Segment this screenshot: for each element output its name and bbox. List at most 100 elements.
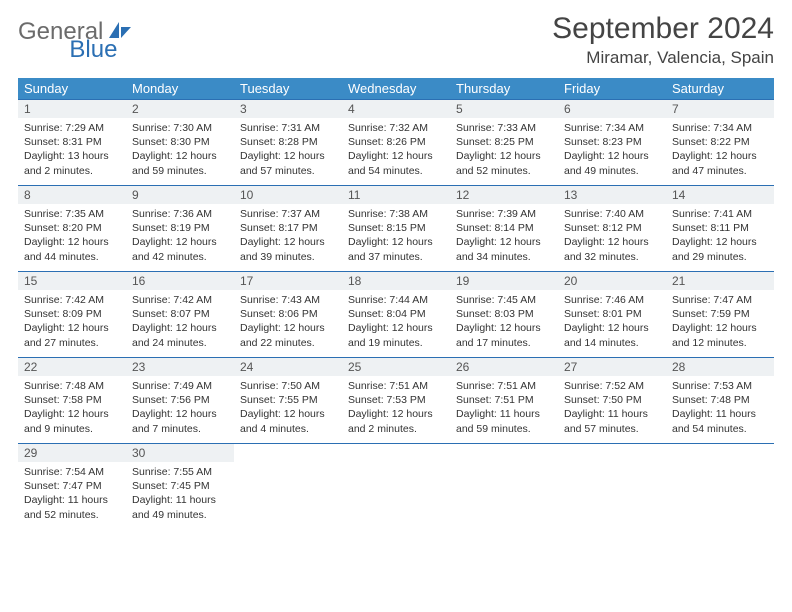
day-number: 6 xyxy=(558,100,666,118)
day-details: Sunrise: 7:53 AMSunset: 7:48 PMDaylight:… xyxy=(666,376,774,440)
day-number: 15 xyxy=(18,272,126,290)
day-details: Sunrise: 7:54 AMSunset: 7:47 PMDaylight:… xyxy=(18,462,126,526)
calendar-cell: 25Sunrise: 7:51 AMSunset: 7:53 PMDayligh… xyxy=(342,358,450,444)
calendar-cell: 1Sunrise: 7:29 AMSunset: 8:31 PMDaylight… xyxy=(18,100,126,186)
calendar-cell: 9Sunrise: 7:36 AMSunset: 8:19 PMDaylight… xyxy=(126,186,234,272)
location: Miramar, Valencia, Spain xyxy=(552,48,774,68)
day-details: Sunrise: 7:33 AMSunset: 8:25 PMDaylight:… xyxy=(450,118,558,182)
day-number: 30 xyxy=(126,444,234,462)
calendar-cell xyxy=(450,444,558,530)
calendar-cell: 12Sunrise: 7:39 AMSunset: 8:14 PMDayligh… xyxy=(450,186,558,272)
calendar-cell xyxy=(342,444,450,530)
day-number: 7 xyxy=(666,100,774,118)
day-details: Sunrise: 7:32 AMSunset: 8:26 PMDaylight:… xyxy=(342,118,450,182)
calendar-cell: 28Sunrise: 7:53 AMSunset: 7:48 PMDayligh… xyxy=(666,358,774,444)
calendar-cell: 21Sunrise: 7:47 AMSunset: 7:59 PMDayligh… xyxy=(666,272,774,358)
day-number: 14 xyxy=(666,186,774,204)
day-details: Sunrise: 7:42 AMSunset: 8:07 PMDaylight:… xyxy=(126,290,234,354)
day-details: Sunrise: 7:45 AMSunset: 8:03 PMDaylight:… xyxy=(450,290,558,354)
calendar-cell: 6Sunrise: 7:34 AMSunset: 8:23 PMDaylight… xyxy=(558,100,666,186)
day-number: 8 xyxy=(18,186,126,204)
day-details: Sunrise: 7:51 AMSunset: 7:53 PMDaylight:… xyxy=(342,376,450,440)
day-details: Sunrise: 7:44 AMSunset: 8:04 PMDaylight:… xyxy=(342,290,450,354)
day-number: 20 xyxy=(558,272,666,290)
day-number: 23 xyxy=(126,358,234,376)
day-number: 28 xyxy=(666,358,774,376)
day-number: 26 xyxy=(450,358,558,376)
calendar-cell: 13Sunrise: 7:40 AMSunset: 8:12 PMDayligh… xyxy=(558,186,666,272)
day-details: Sunrise: 7:30 AMSunset: 8:30 PMDaylight:… xyxy=(126,118,234,182)
day-number: 1 xyxy=(18,100,126,118)
day-details: Sunrise: 7:55 AMSunset: 7:45 PMDaylight:… xyxy=(126,462,234,526)
calendar-cell: 15Sunrise: 7:42 AMSunset: 8:09 PMDayligh… xyxy=(18,272,126,358)
calendar-cell: 24Sunrise: 7:50 AMSunset: 7:55 PMDayligh… xyxy=(234,358,342,444)
logo: General Blue xyxy=(18,12,183,46)
day-number: 29 xyxy=(18,444,126,462)
day-number: 25 xyxy=(342,358,450,376)
day-details: Sunrise: 7:39 AMSunset: 8:14 PMDaylight:… xyxy=(450,204,558,268)
calendar-cell: 10Sunrise: 7:37 AMSunset: 8:17 PMDayligh… xyxy=(234,186,342,272)
weekday-header: Thursday xyxy=(450,78,558,100)
calendar-cell: 2Sunrise: 7:30 AMSunset: 8:30 PMDaylight… xyxy=(126,100,234,186)
calendar-cell: 16Sunrise: 7:42 AMSunset: 8:07 PMDayligh… xyxy=(126,272,234,358)
calendar-table: Sunday Monday Tuesday Wednesday Thursday… xyxy=(18,78,774,530)
weekday-header: Wednesday xyxy=(342,78,450,100)
day-number: 17 xyxy=(234,272,342,290)
day-number: 2 xyxy=(126,100,234,118)
calendar-cell: 17Sunrise: 7:43 AMSunset: 8:06 PMDayligh… xyxy=(234,272,342,358)
day-number: 27 xyxy=(558,358,666,376)
day-details: Sunrise: 7:43 AMSunset: 8:06 PMDaylight:… xyxy=(234,290,342,354)
weekday-header: Tuesday xyxy=(234,78,342,100)
day-number: 22 xyxy=(18,358,126,376)
title-block: September 2024 Miramar, Valencia, Spain xyxy=(552,12,774,68)
weekday-header-row: Sunday Monday Tuesday Wednesday Thursday… xyxy=(18,78,774,100)
day-number: 11 xyxy=(342,186,450,204)
calendar-cell: 27Sunrise: 7:52 AMSunset: 7:50 PMDayligh… xyxy=(558,358,666,444)
calendar-cell: 23Sunrise: 7:49 AMSunset: 7:56 PMDayligh… xyxy=(126,358,234,444)
logo-text-blue: Blue xyxy=(69,36,117,64)
day-details: Sunrise: 7:35 AMSunset: 8:20 PMDaylight:… xyxy=(18,204,126,268)
day-details: Sunrise: 7:34 AMSunset: 8:23 PMDaylight:… xyxy=(558,118,666,182)
calendar-cell: 8Sunrise: 7:35 AMSunset: 8:20 PMDaylight… xyxy=(18,186,126,272)
weekday-header: Friday xyxy=(558,78,666,100)
weekday-header: Sunday xyxy=(18,78,126,100)
header: General Blue September 2024 Miramar, Val… xyxy=(18,12,774,68)
day-details: Sunrise: 7:49 AMSunset: 7:56 PMDaylight:… xyxy=(126,376,234,440)
day-details: Sunrise: 7:34 AMSunset: 8:22 PMDaylight:… xyxy=(666,118,774,182)
day-number: 16 xyxy=(126,272,234,290)
day-number: 19 xyxy=(450,272,558,290)
calendar-cell: 19Sunrise: 7:45 AMSunset: 8:03 PMDayligh… xyxy=(450,272,558,358)
day-details: Sunrise: 7:38 AMSunset: 8:15 PMDaylight:… xyxy=(342,204,450,268)
day-number: 10 xyxy=(234,186,342,204)
calendar-cell: 18Sunrise: 7:44 AMSunset: 8:04 PMDayligh… xyxy=(342,272,450,358)
calendar-cell: 26Sunrise: 7:51 AMSunset: 7:51 PMDayligh… xyxy=(450,358,558,444)
calendar-cell xyxy=(666,444,774,530)
day-details: Sunrise: 7:50 AMSunset: 7:55 PMDaylight:… xyxy=(234,376,342,440)
day-details: Sunrise: 7:42 AMSunset: 8:09 PMDaylight:… xyxy=(18,290,126,354)
day-details: Sunrise: 7:47 AMSunset: 7:59 PMDaylight:… xyxy=(666,290,774,354)
calendar-cell: 3Sunrise: 7:31 AMSunset: 8:28 PMDaylight… xyxy=(234,100,342,186)
day-details: Sunrise: 7:31 AMSunset: 8:28 PMDaylight:… xyxy=(234,118,342,182)
day-number: 12 xyxy=(450,186,558,204)
calendar-cell: 7Sunrise: 7:34 AMSunset: 8:22 PMDaylight… xyxy=(666,100,774,186)
calendar-week: 1Sunrise: 7:29 AMSunset: 8:31 PMDaylight… xyxy=(18,100,774,186)
day-number: 5 xyxy=(450,100,558,118)
weekday-header: Saturday xyxy=(666,78,774,100)
day-details: Sunrise: 7:36 AMSunset: 8:19 PMDaylight:… xyxy=(126,204,234,268)
day-number: 24 xyxy=(234,358,342,376)
calendar-cell xyxy=(234,444,342,530)
calendar-week: 29Sunrise: 7:54 AMSunset: 7:47 PMDayligh… xyxy=(18,444,774,530)
day-number: 18 xyxy=(342,272,450,290)
calendar-week: 22Sunrise: 7:48 AMSunset: 7:58 PMDayligh… xyxy=(18,358,774,444)
day-details: Sunrise: 7:29 AMSunset: 8:31 PMDaylight:… xyxy=(18,118,126,182)
day-number: 9 xyxy=(126,186,234,204)
calendar-cell: 22Sunrise: 7:48 AMSunset: 7:58 PMDayligh… xyxy=(18,358,126,444)
calendar-cell: 11Sunrise: 7:38 AMSunset: 8:15 PMDayligh… xyxy=(342,186,450,272)
day-details: Sunrise: 7:48 AMSunset: 7:58 PMDaylight:… xyxy=(18,376,126,440)
weekday-header: Monday xyxy=(126,78,234,100)
day-number: 13 xyxy=(558,186,666,204)
day-number: 4 xyxy=(342,100,450,118)
month-title: September 2024 xyxy=(552,12,774,46)
day-details: Sunrise: 7:37 AMSunset: 8:17 PMDaylight:… xyxy=(234,204,342,268)
day-details: Sunrise: 7:40 AMSunset: 8:12 PMDaylight:… xyxy=(558,204,666,268)
